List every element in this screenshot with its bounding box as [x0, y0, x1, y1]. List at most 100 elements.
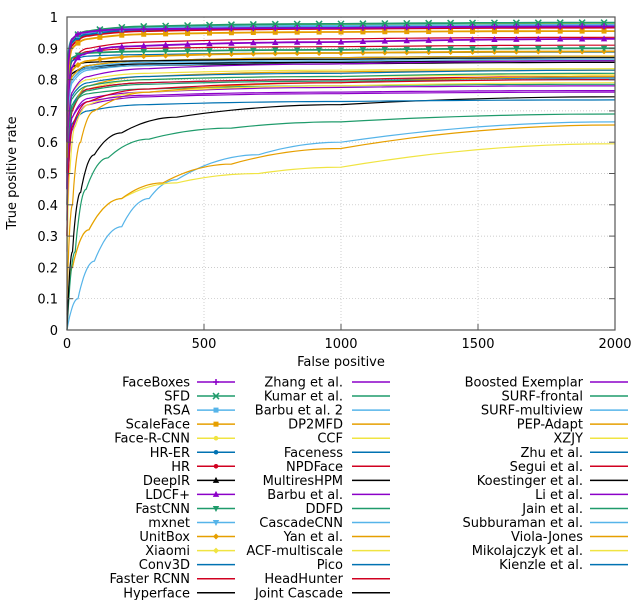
- legend-label: Li et al.: [535, 488, 583, 503]
- legend-item-unitbox: UnitBox: [139, 530, 235, 545]
- curve-marker: [184, 21, 192, 30]
- curve-marker: [337, 20, 345, 28]
- curve-marker: [513, 46, 520, 53]
- legend-label: HeadHunter: [264, 572, 343, 587]
- curve-marker: [535, 45, 542, 52]
- curve-marker: [163, 31, 169, 37]
- curve-marker: [404, 29, 410, 35]
- legend-label: Hyperface: [123, 586, 190, 600]
- curve-marker: [535, 35, 542, 42]
- curve-marker: [425, 19, 433, 27]
- curve-marker: [534, 19, 542, 27]
- curve-marker: [470, 28, 476, 34]
- curve-line: [66, 90, 615, 237]
- curve-marker: [557, 45, 564, 52]
- y-tick-label: 0.3: [37, 230, 58, 245]
- curve-marker: [381, 46, 389, 53]
- curve-marker: [403, 46, 410, 53]
- curve-line: [66, 75, 615, 299]
- legend-item-faster-rcnn: Faster RCNN: [109, 572, 235, 587]
- curve-marker: [118, 43, 125, 50]
- curve-marker: [96, 45, 104, 52]
- curve-line: [66, 121, 616, 331]
- legend-item-xiaomi: Xiaomi: [145, 544, 235, 559]
- legend-label: CascadeCNN: [259, 516, 343, 531]
- legend-label: PEP-Adapt: [517, 418, 583, 433]
- curve-marker: [212, 490, 220, 497]
- legend-label: mxnet: [148, 516, 190, 531]
- legend-item-barbu-et-al: Barbu et al.: [267, 488, 390, 503]
- curve-joint-cascade: [66, 96, 616, 331]
- curve-marker: [425, 46, 432, 53]
- legend-item-pep-adapt: PEP-Adapt: [517, 418, 628, 433]
- y-tick-label: 0.4: [37, 199, 58, 214]
- curve-marker: [249, 20, 257, 28]
- curve-marker: [272, 47, 279, 54]
- curve-marker: [293, 20, 301, 28]
- legend-item-zhang-et-al: Zhang et al.: [264, 376, 390, 391]
- curve-marker: [579, 23, 586, 30]
- legend-item-fastcnn: FastCNN: [135, 502, 235, 517]
- legend-label: FaceBoxes: [122, 376, 190, 391]
- curve-marker: [468, 19, 477, 27]
- y-tick-label: 0.9: [37, 42, 58, 57]
- curve-marker: [513, 35, 520, 42]
- curve-marker: [141, 31, 147, 37]
- curve-marker: [228, 30, 234, 36]
- legend-label: Viola-Jones: [511, 530, 583, 545]
- legend-label: ScaleFace: [126, 418, 190, 433]
- curve-marker: [212, 476, 220, 483]
- curve-marker: [513, 23, 520, 30]
- curve-marker: [294, 29, 300, 35]
- legend-label: Subburaman et al.: [463, 516, 584, 531]
- legend-label: Faster RCNN: [109, 572, 190, 587]
- legend-item-pico: Pico: [317, 558, 390, 573]
- legend-item-li-et-al: Li et al.: [535, 488, 628, 503]
- curve-marker: [213, 547, 219, 554]
- curve-marker: [601, 23, 608, 30]
- curve-marker: [75, 40, 81, 46]
- curve-marker: [74, 31, 81, 38]
- curve-marker: [600, 35, 608, 42]
- curve-marker: [184, 25, 191, 32]
- curve-marker: [140, 26, 147, 33]
- curve-marker: [184, 48, 191, 55]
- curve-marker: [403, 24, 410, 31]
- curve-marker: [212, 392, 220, 400]
- curve-marker: [162, 25, 169, 32]
- curve-marker: [315, 47, 323, 54]
- curve-marker: [447, 36, 454, 43]
- legend-label: DeepIR: [143, 474, 190, 489]
- curve-marker: [213, 407, 219, 413]
- curve-marker: [228, 51, 235, 58]
- curve-marker: [556, 19, 564, 27]
- curve-marker: [381, 37, 389, 44]
- legend-item-mikolajczyk-et-al: Mikolajczyk et al.: [472, 544, 628, 559]
- legend-item-kumar-et-al: Kumar et al.: [264, 390, 390, 405]
- curve-marker: [447, 19, 455, 27]
- legend: FaceBoxesSFDRSAScaleFaceFace-R-CNNHR-ERH…: [109, 376, 628, 600]
- curve-marker: [557, 23, 564, 30]
- curve-marker: [447, 23, 454, 30]
- legend-label: RSA: [164, 404, 191, 419]
- curve-marker: [206, 51, 213, 58]
- y-tick-label: 0.1: [37, 293, 58, 308]
- curve-marker: [469, 23, 476, 30]
- y-tick-label: 0.2: [37, 261, 58, 276]
- legend-label: Barbu et al.: [267, 488, 343, 503]
- curve-marker: [338, 29, 344, 35]
- curve-marker: [315, 38, 323, 45]
- curve-marker: [213, 464, 219, 469]
- curve-marker: [490, 19, 498, 27]
- legend-label: HR-ER: [150, 446, 190, 461]
- curve-marker: [578, 45, 586, 52]
- curve-marker: [118, 49, 125, 56]
- curve-marker: [293, 38, 301, 45]
- legend-item-scaleface: ScaleFace: [126, 418, 235, 433]
- curve-marker: [250, 39, 257, 46]
- legend-label: Koestinger et al.: [477, 474, 583, 489]
- curve-marker: [140, 42, 147, 49]
- legend-item-xzjy: XZJY: [553, 432, 628, 447]
- legend-label: XZJY: [553, 432, 583, 447]
- y-axis-title: True positive rate: [5, 116, 20, 230]
